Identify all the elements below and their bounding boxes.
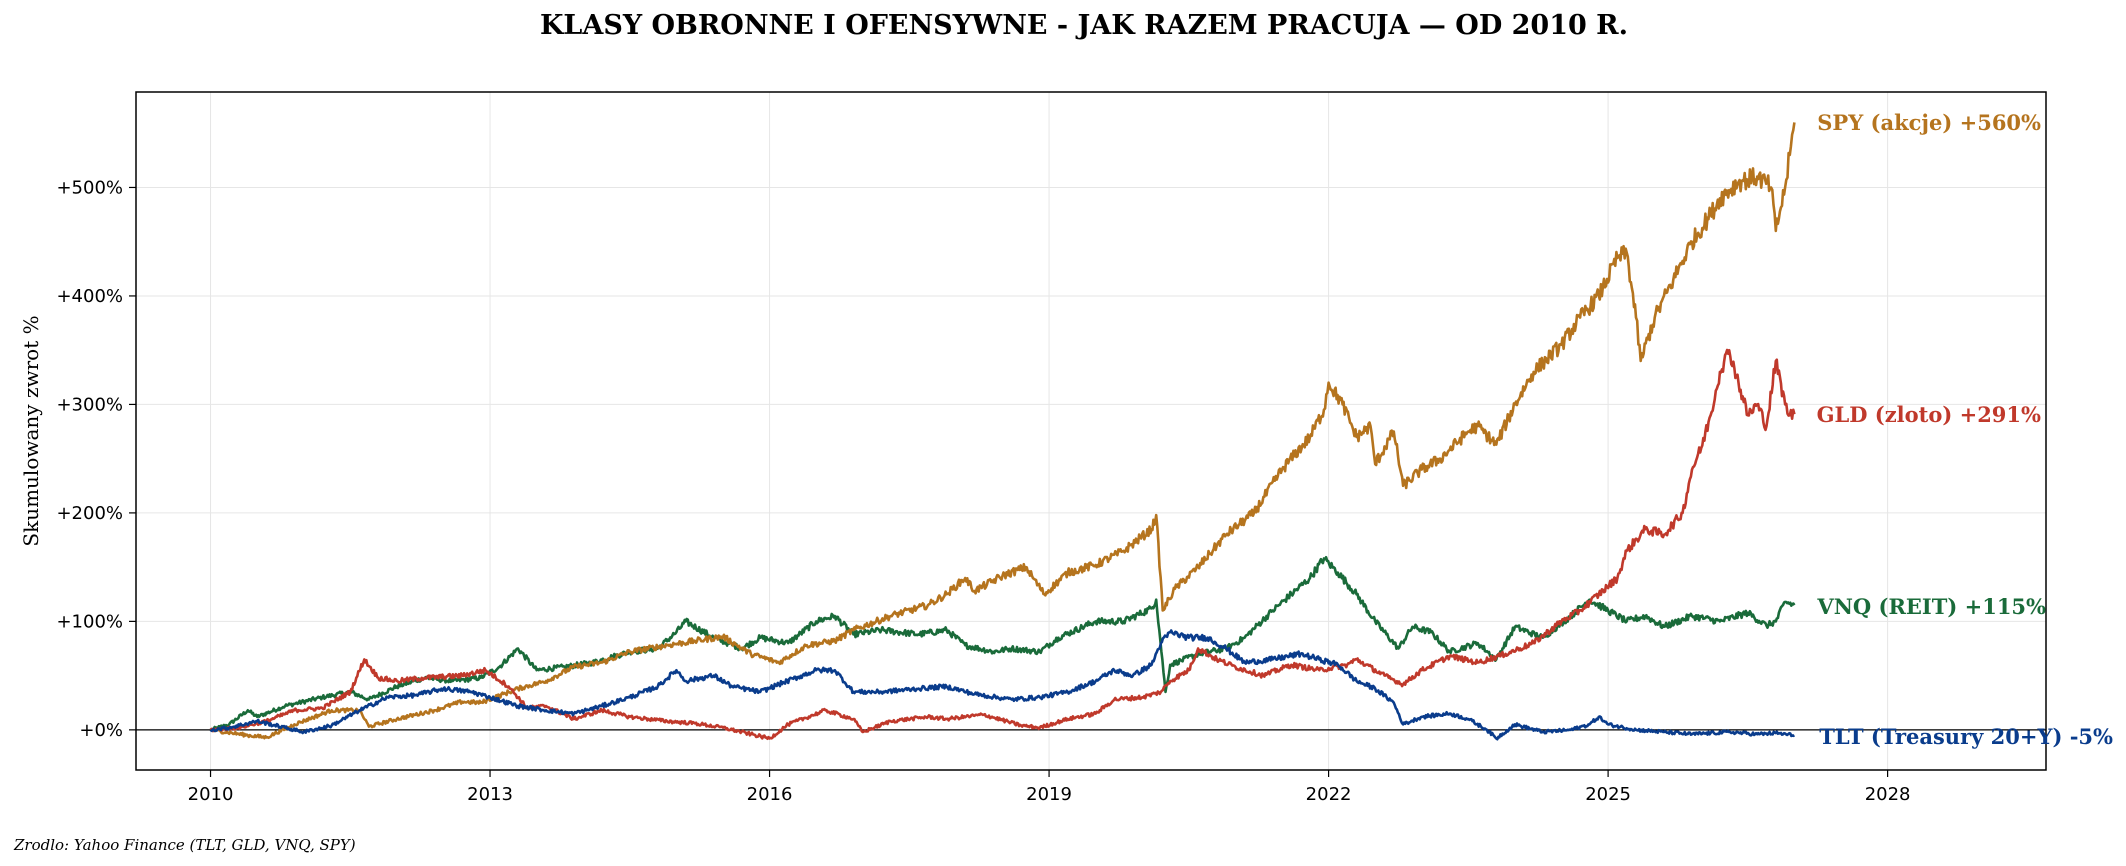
y-tick-label: +200% [56,503,123,524]
series-line [210,122,1796,740]
series-end-label: VNQ (REIT) +115% [1816,594,2046,619]
series-end-label: TLT (Treasury 20+Y) -5% [1819,724,2113,749]
y-tick-label: +300% [56,394,123,415]
x-tick-label: 2022 [1306,784,1352,805]
end-labels: SPY (akcje) +560% GLD (zloto) +291% VNQ (R… [1816,110,2113,749]
series-lines [209,122,1796,741]
source-note: Zrodlo: Yahoo Finance (TLT, GLD, VNQ, SP… [13,836,356,854]
x-tick-label: 2025 [1585,784,1631,805]
x-tick-label: 2019 [1026,784,1072,805]
series-line [209,629,1795,741]
x-tick-label: 2010 [188,784,234,805]
y-tick-label: +400% [56,286,123,307]
grid [136,92,2046,770]
chart-title: KLASY OBRONNE I OFENSYWNE - JAK RAZEM PR… [540,10,1628,41]
series-line [209,348,1796,741]
plot-frame [135,91,2047,771]
y-axis-label: Skumulowany zwrot % [19,315,43,546]
series-line [209,556,1796,732]
x-tick-label: 2013 [467,784,513,805]
y-axis: +0% +100% +200% +300% +400% +500% [56,177,136,741]
series-end-label: GLD (zloto) +291% [1817,402,2041,427]
x-tick-label: 2028 [1865,784,1911,805]
y-tick-label: +100% [56,611,123,632]
x-tick-label: 2016 [747,784,793,805]
x-axis: 2010 2013 2016 2019 2022 2025 2028 [188,770,1911,805]
y-tick-label: +0% [79,720,123,741]
y-tick-label: +500% [56,177,123,198]
series-end-label: SPY (akcje) +560% [1817,110,2041,135]
